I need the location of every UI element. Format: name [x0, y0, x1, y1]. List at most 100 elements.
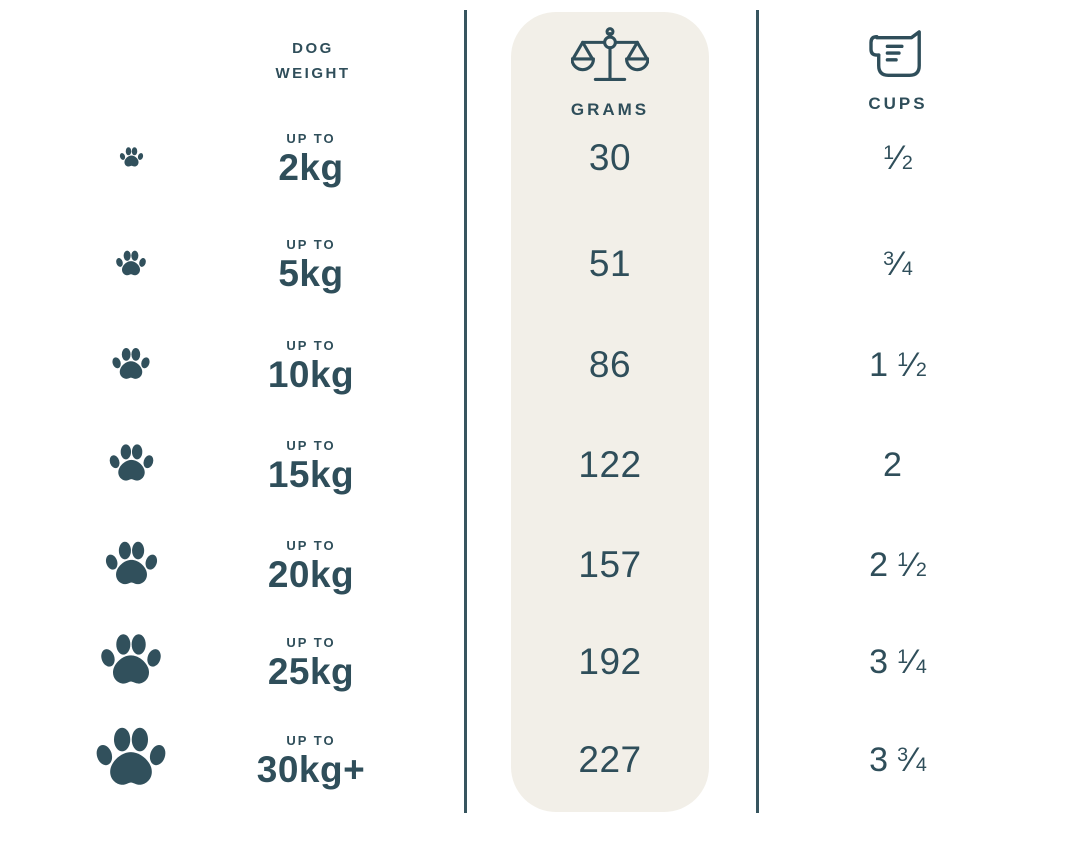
weight-cell: UP TO 10kg — [229, 315, 393, 415]
paw-icon — [119, 147, 143, 167]
cups-denominator: 4 — [901, 257, 913, 280]
balance-scale-icon — [571, 27, 649, 81]
fraction-slash: ⁄ — [895, 244, 901, 283]
cups-cell: 1 1⁄2 — [798, 315, 998, 415]
fraction-slash: ⁄ — [909, 740, 915, 779]
cups-value: 3 1⁄4 — [869, 643, 927, 682]
cups-column-label: CUPS — [868, 94, 928, 113]
weight-prefix: UP TO — [286, 437, 336, 453]
paw-cell — [56, 214, 206, 314]
weight-cell: UP TO 15kg — [229, 415, 393, 515]
weight-value: 25kg — [267, 650, 355, 692]
cups-numerator: 1 — [883, 141, 895, 164]
weight-value: 2kg — [278, 146, 344, 188]
paw-cell — [56, 612, 206, 712]
cups-value: 2 1⁄2 — [869, 546, 927, 585]
cups-column-header: CUPS — [798, 28, 998, 114]
feeding-row-5kg: UP TO 5kg 51 3⁄4 — [0, 214, 1080, 314]
cups-cell: 3⁄4 — [798, 214, 998, 314]
dog-weight-column-header: DOG WEIGHT — [275, 40, 351, 82]
cups-cell: 2 1⁄2 — [798, 515, 998, 615]
grams-value: 157 — [578, 544, 642, 585]
grams-column-label: GRAMS — [570, 100, 650, 119]
grams-value: 86 — [588, 344, 632, 385]
grams-value: 192 — [578, 641, 642, 682]
weight-prefix: UP TO — [286, 236, 336, 252]
cups-whole: 2 — [869, 545, 889, 584]
cups-cell: 3 1⁄4 — [798, 612, 998, 712]
weight-cell: UP TO 25kg — [229, 612, 393, 712]
cups-whole: 1 — [869, 345, 889, 384]
feeding-row-10kg: UP TO 10kg 86 1 1⁄2 — [0, 315, 1080, 415]
weight-prefix: UP TO — [286, 732, 336, 748]
paw-icon — [96, 728, 166, 786]
column-divider-right — [756, 10, 759, 813]
grams-cell: 51 — [511, 214, 709, 314]
weight-prefix: UP TO — [286, 634, 336, 650]
grams-value: 122 — [578, 444, 642, 485]
cups-value: 1⁄2 — [883, 139, 913, 178]
cups-cell: 2 — [798, 415, 998, 515]
cups-value: 2 — [883, 446, 913, 485]
grams-cell: 30 — [511, 108, 709, 208]
measuring-cup-icon — [869, 30, 921, 77]
weight-cell: UP TO 20kg — [229, 515, 393, 615]
grams-value: 51 — [588, 243, 632, 284]
feeding-row-15kg: UP TO 15kg 122 2 — [0, 415, 1080, 515]
weight-value: 20kg — [267, 553, 355, 595]
feeding-row-30kg-plus: UP TO 30kg+ 227 3 3⁄4 — [0, 710, 1080, 810]
cups-whole: 3 — [869, 740, 889, 779]
weight-cell: UP TO 2kg — [229, 108, 393, 208]
column-divider-left — [464, 10, 467, 813]
cups-denominator: 2 — [915, 558, 927, 581]
cups-whole: 2 — [883, 445, 902, 484]
paw-icon — [105, 541, 157, 584]
grams-cell: 157 — [511, 515, 709, 615]
cups-cell: 3 3⁄4 — [798, 710, 998, 810]
paw-icon — [109, 444, 153, 482]
paw-icon — [101, 634, 161, 684]
paw-cell — [56, 108, 206, 208]
weight-prefix: UP TO — [286, 537, 336, 553]
weight-value: 5kg — [278, 252, 344, 294]
cups-numerator: 1 — [897, 548, 909, 571]
cups-numerator: 3 — [897, 743, 909, 766]
grams-value: 227 — [578, 739, 642, 780]
feeding-row-2kg: UP TO 2kg 30 1⁄2 — [0, 108, 1080, 208]
cups-value: 3⁄4 — [883, 245, 913, 284]
cups-denominator: 2 — [915, 358, 927, 381]
feeding-row-25kg: UP TO 25kg 192 3 1⁄4 — [0, 612, 1080, 712]
cups-value: 3 3⁄4 — [869, 741, 927, 780]
grams-cell: 122 — [511, 415, 709, 515]
cups-value: 1 1⁄2 — [869, 346, 927, 385]
feeding-row-20kg: UP TO 20kg 157 2 1⁄2 — [0, 515, 1080, 615]
grams-column-panel — [511, 12, 709, 812]
cups-numerator: 3 — [883, 247, 895, 270]
weight-value: 15kg — [267, 453, 355, 495]
grams-cell: 227 — [511, 710, 709, 810]
grams-cell: 86 — [511, 315, 709, 415]
cups-whole: 3 — [869, 642, 889, 681]
paw-icon — [112, 347, 150, 379]
weight-value: 10kg — [267, 353, 355, 395]
weight-cell: UP TO 5kg — [229, 214, 393, 314]
weight-prefix: UP TO — [286, 130, 336, 146]
cups-numerator: 1 — [897, 348, 909, 371]
fraction-slash: ⁄ — [909, 545, 915, 584]
fraction-slash: ⁄ — [909, 642, 915, 681]
paw-cell — [56, 415, 206, 515]
grams-column-header: GRAMS — [511, 26, 709, 120]
cups-cell: 1⁄2 — [798, 108, 998, 208]
paw-cell — [56, 315, 206, 415]
weight-cell: UP TO 30kg+ — [229, 710, 393, 810]
cups-denominator: 4 — [915, 655, 927, 678]
cups-denominator: 2 — [901, 151, 913, 174]
weight-prefix: UP TO — [286, 337, 336, 353]
paw-cell — [56, 515, 206, 615]
cups-denominator: 4 — [915, 753, 927, 776]
grams-value: 30 — [588, 137, 632, 178]
fraction-slash: ⁄ — [895, 138, 901, 177]
fraction-slash: ⁄ — [909, 345, 915, 384]
grams-cell: 192 — [511, 612, 709, 712]
